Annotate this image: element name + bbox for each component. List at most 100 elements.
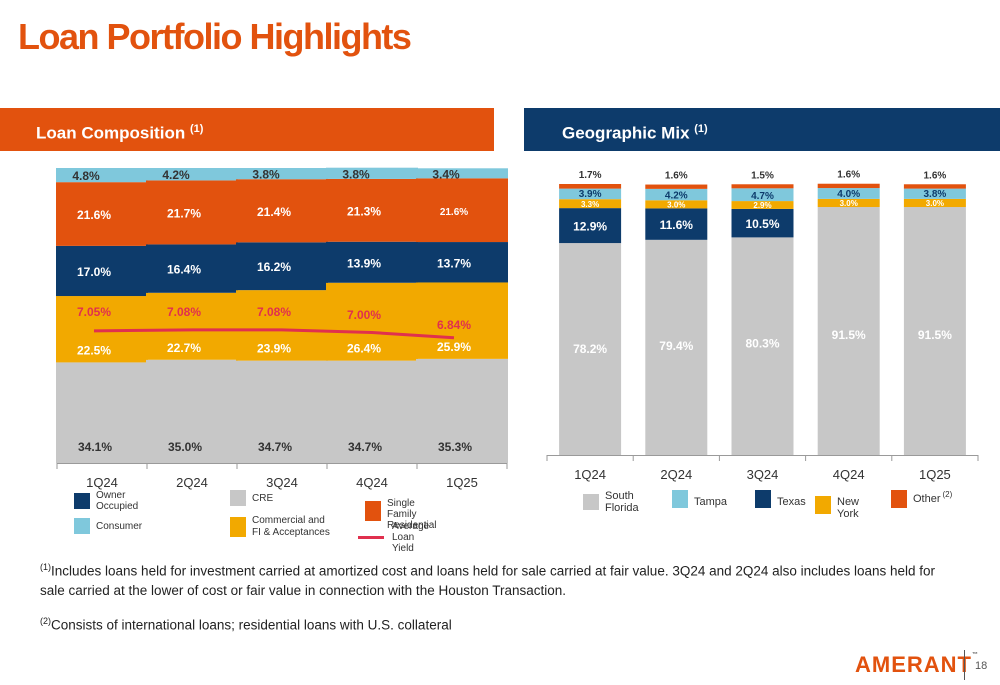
- data-label-cre-1q24: 34.1%: [78, 440, 112, 454]
- legend-commercial-fi: Commercial and FI & Acceptances: [230, 515, 334, 539]
- data-label-single-family-residential-4q24: 21.3%: [347, 204, 381, 218]
- legend-label-owner-occupied: Owner Occupied: [96, 490, 139, 512]
- page-title: Loan Portfolio Highlights: [18, 16, 412, 57]
- legend-new-york: New York: [815, 490, 859, 520]
- legend-swatch-other: [891, 490, 907, 508]
- bar-commercial-and-fi-acceptances-3q24: [236, 290, 328, 361]
- bar-commercial-and-fi-acceptances-1q25: [416, 282, 508, 359]
- bar-single-family-residential-1q24: [56, 182, 148, 246]
- yield-label-1q25: 6.84%: [437, 318, 471, 332]
- yield-label-3q24: 7.08%: [257, 305, 291, 319]
- x-tick-label-4q24: 4Q24: [356, 475, 388, 490]
- x-tick-label-1q25: 1Q25: [446, 475, 478, 490]
- legend-owner-occupied: Owner Occupied: [74, 490, 138, 512]
- bar-cre-1q24: [56, 362, 148, 463]
- geographic-mix-footnote-marker: (1): [694, 123, 708, 135]
- bar-single-family-residential-2q24: [146, 180, 238, 245]
- legend-swatch-texas: [755, 490, 771, 508]
- legend-texas: Texas: [755, 490, 806, 508]
- data-label-single-family-residential-1q25: 21.6%: [440, 207, 468, 218]
- footnote-2: (2)Consists of international loans; resi…: [40, 612, 452, 635]
- legend-label-other: Other: [913, 493, 941, 505]
- bar-cre-4q24: [326, 360, 418, 463]
- legend-other: Other (2): [891, 490, 952, 508]
- legend-swatch-consumer: [74, 518, 90, 534]
- legend-average-loan-yield: Average Loan Yield: [358, 521, 429, 554]
- bar-cre-1q25: [416, 358, 508, 463]
- data-label-single-family-residential-1q24: 21.6%: [77, 208, 111, 222]
- yield-label-1q24: 7.05%: [77, 305, 111, 319]
- data-label-cre-4q24: 34.7%: [348, 440, 382, 454]
- average-loan-yield-line: [93, 328, 455, 340]
- data-label-commercial-and-fi-acceptances-1q25: 25.9%: [437, 340, 471, 354]
- bar-owner-occupied-1q24: [56, 245, 148, 297]
- bar-consumer-1q24: [56, 168, 148, 183]
- legend-swatch-south-florida: [583, 494, 599, 510]
- data-label-commercial-and-fi-acceptances-3q24: 23.9%: [257, 342, 291, 356]
- geographic-mix-title: Geographic Mix: [562, 123, 690, 143]
- bar-single-family-residential-1q25: [416, 178, 508, 243]
- data-label-cre-1q25: 35.3%: [438, 440, 472, 454]
- bar-consumer-2q24: [146, 168, 238, 181]
- loan-composition-footnote-marker: (1): [189, 123, 204, 135]
- legend-label-cre: CRE: [252, 492, 274, 504]
- legend-label-texas: Texas: [777, 496, 806, 508]
- bar-owner-occupied-2q24: [146, 244, 238, 293]
- loan-composition-title: Loan Composition: [36, 123, 186, 143]
- data-label-consumer-3q24: 3.8%: [252, 168, 280, 182]
- legend-single-family: Single Family Residential: [365, 490, 436, 531]
- bar-cre-3q24: [236, 360, 328, 463]
- footnote-2-text: Consists of international loans; residen…: [51, 617, 452, 633]
- footnote-2-marker: (2): [40, 616, 51, 626]
- legend-swatch-new-york: [815, 496, 831, 514]
- legend-label-average-loan-yield: Average Loan Yield: [392, 521, 430, 554]
- legend-label-commercial-fi: Commercial and FI & Acceptances: [252, 515, 330, 538]
- x-tick-label-2q24: 2Q24: [176, 475, 208, 490]
- legend-swatch-tampa: [672, 490, 688, 508]
- legend-label-consumer: Consumer: [96, 520, 143, 532]
- legend-tampa: Tampa: [672, 490, 727, 508]
- legend-label-single-family: Single Family Residential: [387, 498, 437, 531]
- footnote-1: (1)Includes loans held for investment ca…: [40, 558, 960, 600]
- data-label-consumer-4q24: 3.8%: [342, 167, 370, 181]
- bar-single-family-residential-3q24: [236, 179, 328, 243]
- legend-south-florida: South Florida: [583, 490, 639, 514]
- legend-label-south-florida: South Florida: [605, 490, 639, 514]
- bar-owner-occupied-3q24: [236, 242, 328, 291]
- data-label-single-family-residential-3q24: 21.4%: [257, 205, 291, 219]
- x-tick-label-3q24: 3Q24: [266, 475, 298, 490]
- bar-consumer-1q25: [416, 168, 508, 179]
- footnote-1-marker: (1): [40, 562, 51, 572]
- logo-divider: [964, 650, 965, 680]
- bar-commercial-and-fi-acceptances-4q24: [326, 282, 418, 361]
- data-label-cre-3q24: 34.7%: [258, 440, 292, 454]
- loan-composition-header: Loan Composition (1): [0, 108, 494, 151]
- bar-consumer-4q24: [326, 167, 418, 179]
- data-label-commercial-and-fi-acceptances-4q24: 26.4%: [347, 342, 381, 356]
- data-label-cre-2q24: 35.0%: [168, 440, 202, 454]
- bar-single-family-residential-4q24: [326, 178, 418, 242]
- data-label-consumer-2q24: 4.2%: [162, 168, 190, 182]
- bar-owner-occupied-4q24: [326, 241, 418, 283]
- legend-swatch-owner-occupied: [74, 493, 90, 509]
- data-label-consumer-1q24: 4.8%: [72, 169, 100, 183]
- bar-owner-occupied-1q25: [416, 242, 508, 283]
- data-label-owner-occupied-2q24: 16.4%: [167, 263, 201, 277]
- geographic-mix-header: Geographic Mix (1): [524, 108, 1000, 151]
- logo-trademark: ™: [972, 652, 979, 658]
- bar-cre-2q24: [146, 359, 238, 463]
- page-number: 18: [975, 660, 988, 672]
- data-label-single-family-residential-2q24: 21.7%: [167, 206, 201, 220]
- legend-swatch-commercial-fi: [230, 517, 246, 537]
- data-label-consumer-1q25: 3.4%: [432, 167, 460, 181]
- data-label-owner-occupied-1q25: 13.7%: [437, 256, 471, 270]
- bar-commercial-and-fi-acceptances-2q24: [146, 292, 238, 360]
- logo-text: AMERANT: [855, 652, 972, 677]
- legend-swatch-single-family: [365, 500, 381, 521]
- x-tick-label-1q24: 1Q24: [86, 475, 118, 490]
- legend-label-tampa: Tampa: [694, 496, 728, 508]
- amerant-logo: AMERANT™: [855, 652, 979, 678]
- bar-consumer-3q24: [236, 168, 328, 180]
- legend-consumer: Consumer: [74, 518, 142, 534]
